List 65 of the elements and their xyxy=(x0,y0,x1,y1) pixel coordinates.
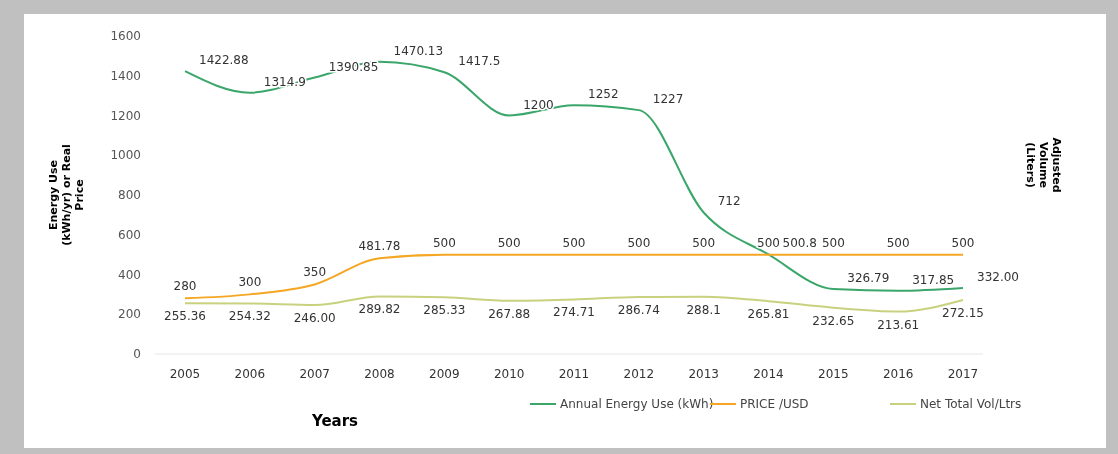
data-label: 274.71 xyxy=(553,305,595,320)
data-label: 500 xyxy=(951,235,975,250)
x-tick-label: 2009 xyxy=(429,367,460,381)
x-tick-label: 2014 xyxy=(753,367,784,381)
x-tick-label: 2006 xyxy=(234,367,266,381)
data-label: 300 xyxy=(238,275,262,290)
data-label: 285.33 xyxy=(423,303,466,318)
legend-label: Net Total Vol/Ltrs xyxy=(920,397,1022,411)
data-label: 213.61 xyxy=(877,317,920,332)
data-label: 272.15 xyxy=(942,305,984,320)
x-tick-label: 2005 xyxy=(169,367,201,381)
data-label: 289.82 xyxy=(358,302,401,317)
x-tick-label: 2016 xyxy=(882,367,914,381)
data-label: 1227 xyxy=(652,92,684,107)
data-label: 500.8 xyxy=(782,236,817,251)
y-tick-label: 1400 xyxy=(110,68,141,83)
y-tick-label: 1000 xyxy=(110,148,141,163)
data-label: 500 xyxy=(757,235,780,250)
data-label: 500 xyxy=(627,235,651,250)
data-label: 1252 xyxy=(588,87,619,102)
data-label: 280 xyxy=(173,279,197,294)
data-label: 332.00 xyxy=(977,270,1019,285)
x-tick-label: 2007 xyxy=(299,367,330,381)
legend-label: Annual Energy Use (kWh) xyxy=(560,397,714,411)
data-label: 500 xyxy=(886,235,910,250)
x-tick-label: 2015 xyxy=(818,367,849,381)
y-axis-title: Energy Use (kWh/yr) or Real Price xyxy=(47,144,86,246)
data-label: 326.79 xyxy=(847,271,890,286)
y-tick-label: 200 xyxy=(118,307,141,322)
y-tick-label: 1600 xyxy=(110,29,141,43)
x-tick-label: 2017 xyxy=(947,367,979,381)
x-tick-label: 2013 xyxy=(688,367,719,381)
data-label: 500 xyxy=(432,235,456,250)
legend-label: PRICE /USD xyxy=(740,397,809,411)
y-tick-label: 0 xyxy=(133,347,141,361)
y-tick-label: 400 xyxy=(118,267,141,282)
data-label: 254.32 xyxy=(228,309,271,324)
x-tick-label: 2008 xyxy=(364,367,395,381)
data-label: 500 xyxy=(562,235,586,250)
x-axis-title: Years xyxy=(310,412,359,430)
y-tick-label: 1200 xyxy=(110,108,141,123)
x-tick-label: 2010 xyxy=(493,367,525,381)
data-label: 712 xyxy=(717,194,741,209)
data-label: 1200 xyxy=(523,97,554,112)
data-label: 246.00 xyxy=(293,311,336,326)
data-label: 1422.88 xyxy=(199,53,249,68)
data-label: 232.65 xyxy=(812,313,855,328)
data-label: 286.74 xyxy=(617,303,660,318)
x-tick-label: 2011 xyxy=(558,367,590,381)
data-label: 1470.13 xyxy=(393,43,444,58)
y-tick-label: 800 xyxy=(118,188,141,202)
data-label: 288.1 xyxy=(686,302,721,317)
y2-axis-title: Adjusted Volume (Liters) xyxy=(1024,137,1063,193)
y-tick-label: 600 xyxy=(118,227,141,242)
x-tick-label: 2012 xyxy=(623,367,655,381)
data-label: 500 xyxy=(497,235,521,250)
data-label: 481.78 xyxy=(358,239,401,254)
data-label: 267.88 xyxy=(488,306,531,321)
data-label: 317.85 xyxy=(912,272,955,287)
data-label: 500 xyxy=(692,235,716,250)
data-label: 1417.5 xyxy=(458,54,501,69)
data-label: 500 xyxy=(821,235,845,250)
data-label: 350 xyxy=(303,265,327,280)
data-label: 255.36 xyxy=(164,309,206,324)
data-label: 265.81 xyxy=(747,307,790,322)
